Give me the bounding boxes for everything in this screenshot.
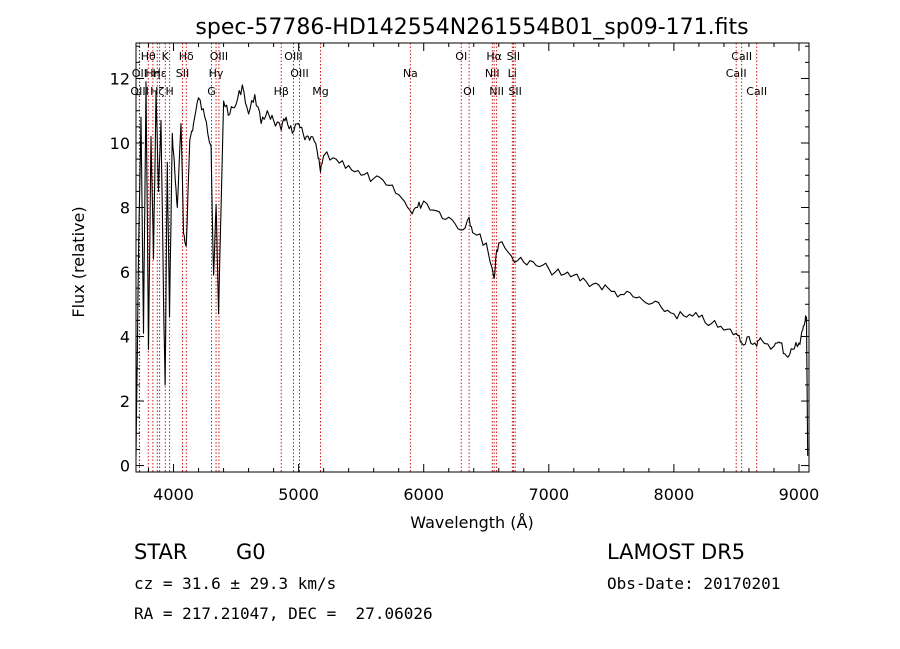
line-label-12: G — [207, 85, 216, 98]
y-tick-label-1: 2 — [120, 392, 130, 411]
line-label-16: Mg — [312, 85, 328, 98]
x-axis: 4000 5000 6000 7000 8000 9000 — [148, 43, 820, 504]
line-label-20: Hα — [486, 50, 502, 63]
line-label-4: K — [162, 50, 170, 63]
line-label-23: SII — [507, 50, 520, 63]
line-label-10: OIII — [210, 50, 228, 63]
line-label-27: CaII — [726, 67, 747, 80]
line-label-28: CaII — [746, 85, 767, 98]
line-label-8: H — [166, 85, 174, 98]
line-label-6: Hζ — [150, 85, 164, 98]
line-label-21: NII — [485, 67, 500, 80]
spectral-line-markers — [138, 43, 758, 472]
x-tick-label-1: 5000 — [278, 485, 319, 504]
x-tick-label-5: 9000 — [779, 485, 820, 504]
line-label-7: SII — [176, 67, 189, 80]
line-label-22: NII — [489, 85, 504, 98]
line-label-2: OIII — [130, 85, 148, 98]
x-tick-label-4: 8000 — [654, 485, 695, 504]
object-class: STAR — [134, 540, 188, 564]
coordinates: RA = 217.21047, DEC = 27.06026 — [134, 604, 433, 623]
line-label-25: SII — [508, 85, 521, 98]
object-subclass: G0 — [236, 540, 266, 564]
x-tick-label-2: 6000 — [403, 485, 444, 504]
line-label-13: OIII — [284, 50, 302, 63]
plot-frame — [135, 42, 810, 473]
redshift-readout: cz = 31.6 ± 29.3 km/s — [134, 574, 337, 593]
y-axis-label: Flux (relative) — [69, 206, 88, 317]
line-label-9: Hδ — [179, 50, 194, 63]
y-tick-label-5: 10 — [110, 134, 130, 153]
line-label-26: CaII — [731, 50, 752, 63]
line-label-11: Hγ — [209, 67, 224, 80]
survey-name: LAMOST DR5 — [607, 540, 746, 564]
y-axis: 0 2 4 6 8 10 12 — [110, 45, 809, 476]
spectrum-line — [135, 81, 809, 456]
line-label-5: Hε — [153, 67, 167, 80]
line-label-15: Hβ — [274, 85, 289, 98]
y-tick-label-2: 4 — [120, 328, 130, 347]
y-tick-label-3: 6 — [120, 263, 130, 282]
line-label-17: Na — [403, 67, 418, 80]
y-tick-label-4: 8 — [120, 199, 130, 218]
y-tick-label-0: 0 — [120, 457, 130, 476]
obs-date: Obs-Date: 20170201 — [607, 574, 781, 593]
line-label-14: OIII — [290, 67, 308, 80]
line-label-0: Hθ — [141, 50, 156, 63]
line-label-18: OI — [455, 50, 467, 63]
line-label-24: Li — [508, 67, 517, 80]
y-tick-label-6: 12 — [110, 69, 130, 88]
x-axis-label: Wavelength (Å) — [410, 513, 533, 532]
x-tick-label-3: 7000 — [528, 485, 569, 504]
chart-title: spec-57786-HD142554N261554B01_sp09-171.f… — [195, 15, 748, 40]
line-label-3: Hη — [145, 67, 160, 80]
line-label-19: OI — [463, 85, 475, 98]
x-tick-label-0: 4000 — [153, 485, 194, 504]
